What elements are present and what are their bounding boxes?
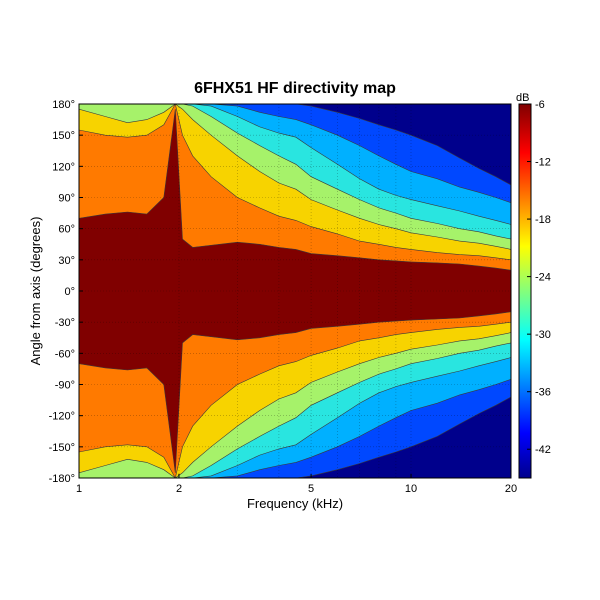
- x-tick-label: 20: [505, 483, 517, 495]
- contour-line: [79, 396, 511, 478]
- y-tick-label: 0°: [64, 286, 75, 298]
- contour-line: [79, 321, 511, 478]
- y-tick-label: 180°: [52, 99, 75, 111]
- plot-area: [78, 103, 512, 479]
- colorbar-tick-label: -42: [535, 444, 551, 456]
- contour-line: [79, 109, 511, 271]
- y-tick-label: 150°: [52, 130, 75, 142]
- colorbar-unit-label: dB: [516, 92, 529, 104]
- contour-line: [79, 104, 511, 261]
- colorbar-tick-label: -24: [535, 272, 551, 284]
- contour-isolines: [79, 104, 511, 478]
- colorbar-tick-label: -12: [535, 157, 551, 169]
- colorbar-tick-label: -30: [535, 329, 551, 341]
- x-tick-label: 5: [308, 483, 314, 495]
- colorbar-tick-label: -18: [535, 214, 551, 226]
- contour-line: [79, 104, 511, 225]
- contour-band-max: [79, 109, 511, 473]
- x-axis-label: Frequency (kHz): [247, 496, 343, 511]
- x-tick-label: 1: [76, 483, 82, 495]
- y-tick-label: -90°: [55, 380, 75, 392]
- contour-line: [79, 332, 511, 478]
- colorbar-tick-label: -6: [535, 99, 545, 111]
- y-tick-label: 90°: [58, 193, 75, 205]
- x-tick-label: 10: [405, 483, 417, 495]
- contour-line: [79, 379, 511, 478]
- contour-line: [79, 104, 511, 250]
- x-tick-label: 2: [176, 483, 182, 495]
- chart-title: 6FHX51 HF directivity map: [194, 80, 396, 97]
- contour-line: [79, 342, 511, 478]
- y-tick-label: 120°: [52, 161, 75, 173]
- y-tick-label: 30°: [58, 255, 75, 267]
- colorbar-ticks: -6 -12 -18 -24 -30 -36 -42: [527, 99, 551, 456]
- y-tick-label: -60°: [55, 348, 75, 360]
- y-tick-label: -180°: [49, 473, 75, 485]
- colorbar: dB -6 -12 -18 -24 -30 -36 -42: [516, 92, 551, 479]
- y-tick-label: -120°: [49, 411, 75, 423]
- x-axis-ticks: 1 2 5 10 20: [76, 474, 517, 495]
- contour-line: [79, 104, 511, 186]
- contour-line: [79, 311, 511, 473]
- contour-line: [79, 104, 511, 203]
- contour-line: [79, 104, 511, 240]
- y-axis-ticks: 180° 150° 120° 90° 60° 30° 0° -30° -60° -90° -120°…: [49, 99, 83, 485]
- y-tick-label: 60°: [58, 224, 75, 236]
- contour-line: [79, 357, 511, 478]
- colorbar-tick-label: -36: [535, 387, 551, 399]
- y-axis-label: Angle from axis (degrees): [28, 217, 43, 366]
- y-tick-label: -30°: [55, 317, 75, 329]
- y-tick-label: -150°: [49, 442, 75, 454]
- colorbar-gradient: [518, 103, 532, 479]
